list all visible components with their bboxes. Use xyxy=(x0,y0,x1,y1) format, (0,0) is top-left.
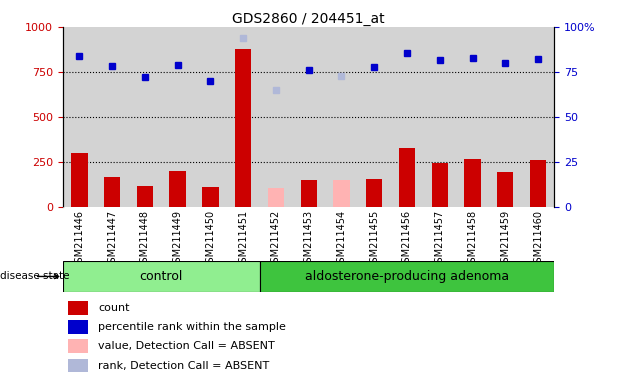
Text: GSM211456: GSM211456 xyxy=(402,210,412,269)
Bar xyxy=(104,177,120,207)
Text: GSM211457: GSM211457 xyxy=(435,210,445,269)
Text: aldosterone-producing adenoma: aldosterone-producing adenoma xyxy=(305,270,509,283)
Bar xyxy=(202,187,219,207)
Bar xyxy=(68,339,88,353)
Bar xyxy=(63,261,260,292)
Text: GSM211448: GSM211448 xyxy=(140,210,150,269)
Bar xyxy=(268,187,284,207)
Text: count: count xyxy=(98,303,130,313)
Bar xyxy=(235,48,251,207)
Text: GSM211447: GSM211447 xyxy=(107,210,117,269)
Bar xyxy=(366,179,382,207)
Text: GSM211446: GSM211446 xyxy=(74,210,84,269)
Bar xyxy=(497,172,513,207)
Text: GSM211455: GSM211455 xyxy=(369,210,379,269)
Text: GSM211452: GSM211452 xyxy=(271,210,281,269)
Text: GSM211450: GSM211450 xyxy=(205,210,215,269)
Bar xyxy=(260,261,554,292)
Bar xyxy=(301,180,317,207)
Bar xyxy=(399,148,415,207)
Text: rank, Detection Call = ABSENT: rank, Detection Call = ABSENT xyxy=(98,361,270,371)
Text: GSM211451: GSM211451 xyxy=(238,210,248,269)
Text: GSM211449: GSM211449 xyxy=(173,210,183,269)
Bar xyxy=(169,171,186,207)
Text: GSM211454: GSM211454 xyxy=(336,210,346,269)
Text: GSM211458: GSM211458 xyxy=(467,210,478,269)
Text: GSM211460: GSM211460 xyxy=(533,210,543,269)
Text: percentile rank within the sample: percentile rank within the sample xyxy=(98,322,286,332)
Bar xyxy=(464,159,481,207)
Text: GSM211453: GSM211453 xyxy=(304,210,314,269)
Bar xyxy=(432,162,448,207)
Bar xyxy=(68,301,88,315)
Text: value, Detection Call = ABSENT: value, Detection Call = ABSENT xyxy=(98,341,275,351)
Bar xyxy=(333,180,350,207)
Text: GSM211459: GSM211459 xyxy=(500,210,510,269)
Bar xyxy=(71,153,88,207)
Bar xyxy=(68,320,88,334)
Text: control: control xyxy=(140,270,183,283)
Bar xyxy=(68,359,88,372)
Text: disease state: disease state xyxy=(0,271,69,281)
Title: GDS2860 / 204451_at: GDS2860 / 204451_at xyxy=(232,12,385,26)
Bar xyxy=(137,186,153,207)
Bar xyxy=(530,159,546,207)
